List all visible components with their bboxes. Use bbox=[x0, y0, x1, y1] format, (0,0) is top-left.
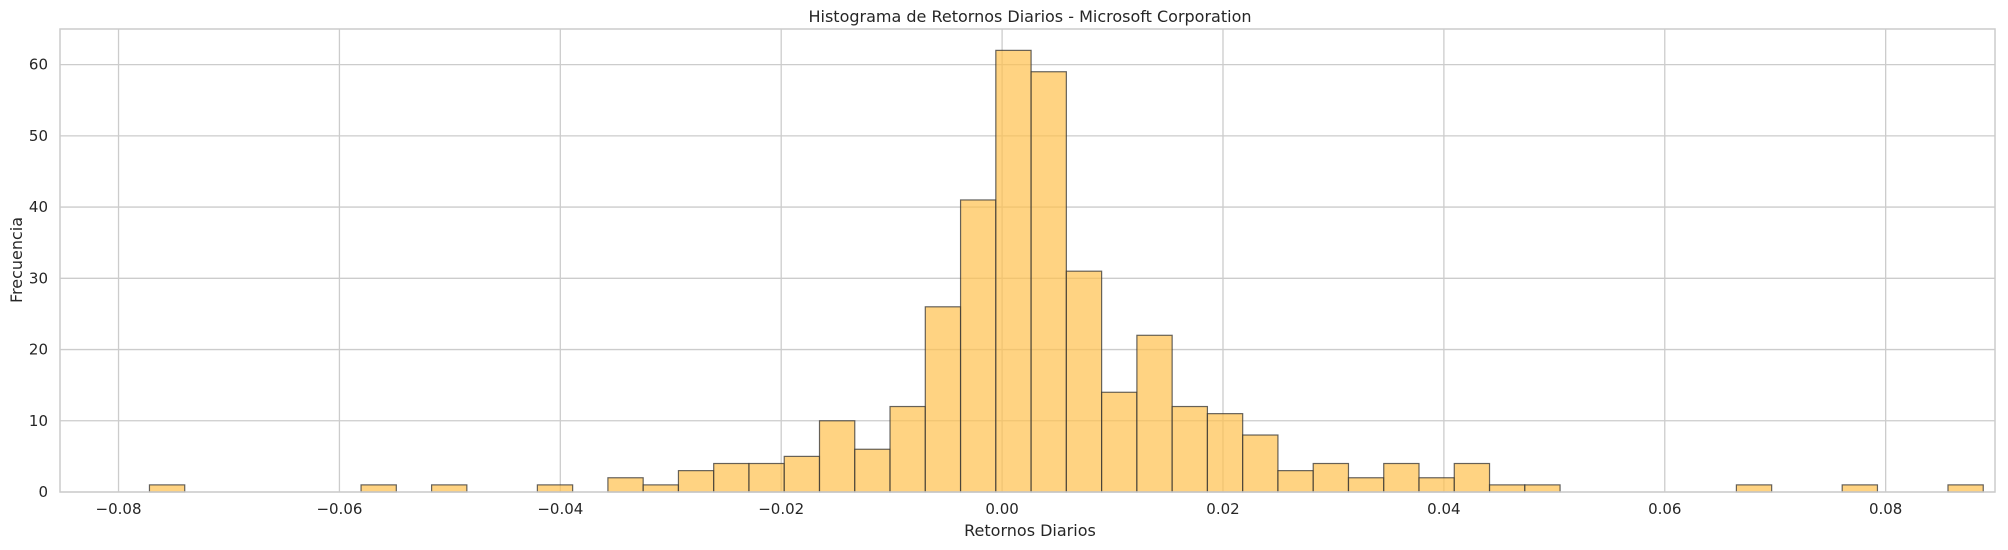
x-tick-label: −0.08 bbox=[96, 500, 142, 518]
histogram-bar bbox=[889, 405, 926, 493]
y-axis-ticks: 0 10 20 30 40 50 60 bbox=[29, 56, 48, 501]
histogram-bar bbox=[677, 470, 715, 493]
y-tick-label: 20 bbox=[29, 341, 48, 359]
histogram-bar bbox=[783, 455, 821, 493]
x-tick-label: 0.04 bbox=[1427, 500, 1460, 518]
histogram-bar bbox=[1347, 477, 1385, 493]
histogram-bar bbox=[1030, 71, 1067, 493]
histogram-bar bbox=[1171, 405, 1209, 493]
histogram-bar bbox=[959, 199, 997, 493]
x-tick-label: 0.06 bbox=[1648, 500, 1681, 518]
histogram-bar bbox=[1947, 484, 1984, 493]
x-axis-ticks: −0.08 −0.06 −0.04 −0.02 0.00 0.02 0.04 0.06 0.08 bbox=[96, 500, 1903, 518]
histogram-bar bbox=[818, 420, 856, 493]
bars bbox=[148, 49, 1984, 493]
histogram-bar bbox=[536, 484, 574, 493]
histogram-bar bbox=[1418, 477, 1455, 493]
plot-frame bbox=[59, 28, 1996, 493]
histogram-bar bbox=[1524, 484, 1561, 493]
y-tick-label: 30 bbox=[29, 269, 48, 287]
y-axis-title: Frecuencia bbox=[7, 217, 26, 303]
y-tick-label: 40 bbox=[29, 198, 48, 216]
histogram-bar bbox=[1735, 484, 1773, 493]
histogram-bar bbox=[148, 484, 186, 493]
histogram-bar bbox=[748, 462, 785, 493]
histogram-bar bbox=[995, 49, 1032, 493]
histogram-bar bbox=[642, 484, 680, 493]
y-tick-label: 60 bbox=[29, 56, 48, 74]
x-tick-label: −0.04 bbox=[537, 500, 583, 518]
histogram-bar bbox=[1206, 413, 1244, 493]
x-tick-label: 0.00 bbox=[985, 500, 1018, 518]
histogram-bar bbox=[1383, 462, 1420, 493]
histogram-bar bbox=[1488, 484, 1526, 493]
y-tick-label: 10 bbox=[29, 412, 48, 430]
histogram-bar bbox=[924, 306, 962, 493]
histogram-bar bbox=[1453, 462, 1491, 493]
x-tick-label: −0.02 bbox=[758, 500, 804, 518]
histogram-bar bbox=[360, 484, 397, 493]
histogram-bar bbox=[1277, 470, 1314, 493]
histogram-bar bbox=[430, 484, 468, 493]
histogram-bar bbox=[1101, 391, 1138, 493]
x-tick-label: 0.02 bbox=[1206, 500, 1239, 518]
histogram-bar bbox=[1136, 334, 1173, 493]
x-tick-label: 0.08 bbox=[1869, 500, 1902, 518]
histogram-bar bbox=[1065, 270, 1103, 493]
histogram-bar bbox=[1841, 484, 1879, 493]
x-tick-label: −0.06 bbox=[316, 500, 362, 518]
chart-title: Histograma de Retornos Diarios - Microso… bbox=[808, 7, 1251, 26]
histogram-bar bbox=[854, 448, 891, 493]
y-tick-label: 0 bbox=[38, 483, 48, 501]
histogram-bar bbox=[607, 477, 644, 493]
histogram-bar bbox=[1312, 462, 1350, 493]
y-tick-label: 50 bbox=[29, 127, 48, 145]
x-axis-title: Retornos Diarios bbox=[964, 521, 1096, 540]
histogram-bar bbox=[713, 462, 750, 493]
histogram-bar bbox=[1242, 434, 1279, 493]
